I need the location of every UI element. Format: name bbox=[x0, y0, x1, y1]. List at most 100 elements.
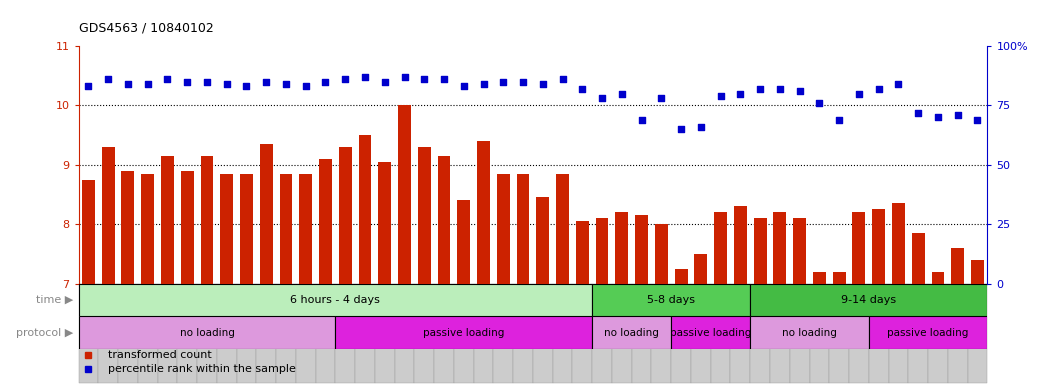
Bar bbox=[240, 174, 253, 283]
Point bbox=[159, 76, 176, 83]
Point bbox=[317, 79, 334, 85]
Bar bbox=[358, 135, 372, 283]
Point bbox=[376, 79, 393, 85]
Bar bbox=[415, 283, 435, 383]
Bar bbox=[138, 283, 157, 383]
Text: time ▶: time ▶ bbox=[36, 295, 73, 305]
Bar bbox=[536, 197, 550, 283]
Text: no loading: no loading bbox=[604, 328, 660, 338]
Bar bbox=[257, 283, 276, 383]
Bar bbox=[395, 283, 415, 383]
Point bbox=[416, 76, 432, 83]
Bar bbox=[319, 159, 332, 283]
Bar bbox=[553, 283, 573, 383]
Bar bbox=[398, 106, 410, 283]
Bar bbox=[296, 283, 315, 383]
Point bbox=[830, 117, 847, 123]
Point bbox=[594, 95, 610, 101]
Point bbox=[554, 76, 571, 83]
Point bbox=[970, 117, 986, 123]
Bar bbox=[102, 147, 114, 283]
Bar bbox=[789, 283, 809, 383]
Point bbox=[396, 74, 413, 80]
Point bbox=[870, 86, 887, 92]
Text: passive loading: passive loading bbox=[888, 328, 968, 338]
Bar bbox=[79, 283, 593, 316]
Bar bbox=[832, 271, 846, 283]
Bar bbox=[671, 283, 691, 383]
Bar bbox=[556, 174, 569, 283]
Bar bbox=[889, 283, 909, 383]
Point bbox=[850, 91, 867, 97]
Bar bbox=[593, 283, 751, 316]
Text: no loading: no loading bbox=[782, 328, 837, 338]
Point bbox=[495, 79, 512, 85]
Bar bbox=[694, 254, 708, 283]
Point bbox=[673, 126, 690, 132]
Bar bbox=[714, 212, 727, 283]
Bar bbox=[892, 204, 905, 283]
Bar bbox=[454, 283, 473, 383]
Point bbox=[179, 79, 196, 85]
Bar bbox=[260, 144, 272, 283]
Point bbox=[772, 86, 788, 92]
Bar bbox=[493, 283, 513, 383]
Point bbox=[436, 76, 452, 83]
Point bbox=[811, 100, 828, 106]
Bar bbox=[872, 209, 885, 283]
Point bbox=[534, 81, 551, 87]
Point bbox=[357, 74, 374, 80]
Bar bbox=[731, 283, 751, 383]
Bar bbox=[280, 174, 292, 283]
Text: passive loading: passive loading bbox=[670, 328, 752, 338]
Point bbox=[792, 88, 808, 94]
Bar bbox=[157, 283, 177, 383]
Point bbox=[930, 114, 946, 121]
Bar bbox=[220, 174, 233, 283]
Bar bbox=[177, 283, 197, 383]
Text: transformed count: transformed count bbox=[108, 350, 211, 360]
Point bbox=[337, 76, 354, 83]
Bar bbox=[928, 283, 948, 383]
Bar bbox=[573, 283, 593, 383]
Point bbox=[653, 95, 670, 101]
Text: protocol ▶: protocol ▶ bbox=[16, 328, 73, 338]
Bar bbox=[869, 316, 987, 349]
Bar bbox=[774, 212, 786, 283]
Bar bbox=[593, 283, 611, 383]
Bar bbox=[197, 283, 217, 383]
Bar bbox=[118, 283, 138, 383]
Point bbox=[752, 86, 768, 92]
Text: passive loading: passive loading bbox=[423, 328, 505, 338]
Bar bbox=[948, 283, 967, 383]
Bar bbox=[909, 283, 928, 383]
Point bbox=[199, 79, 216, 85]
Text: no loading: no loading bbox=[179, 328, 235, 338]
Bar bbox=[631, 283, 651, 383]
Text: GDS4563 / 10840102: GDS4563 / 10840102 bbox=[79, 22, 214, 35]
Point bbox=[119, 81, 136, 87]
Bar bbox=[121, 171, 134, 283]
Bar bbox=[161, 156, 174, 283]
Bar bbox=[751, 283, 987, 316]
Point bbox=[910, 109, 927, 116]
Point bbox=[219, 81, 236, 87]
Bar bbox=[711, 283, 731, 383]
Text: 5-8 days: 5-8 days bbox=[647, 295, 695, 305]
Bar bbox=[335, 283, 355, 383]
Bar bbox=[375, 283, 395, 383]
Bar bbox=[335, 316, 593, 349]
Point bbox=[238, 83, 254, 89]
Bar bbox=[655, 224, 668, 283]
Point bbox=[258, 79, 274, 85]
Bar bbox=[533, 283, 553, 383]
Bar bbox=[596, 218, 608, 283]
Text: 9-14 days: 9-14 days bbox=[841, 295, 896, 305]
Bar bbox=[276, 283, 296, 383]
Bar bbox=[497, 174, 510, 283]
Bar bbox=[770, 283, 789, 383]
Bar bbox=[473, 283, 493, 383]
Bar bbox=[355, 283, 375, 383]
Bar bbox=[751, 316, 869, 349]
Bar bbox=[477, 141, 490, 283]
